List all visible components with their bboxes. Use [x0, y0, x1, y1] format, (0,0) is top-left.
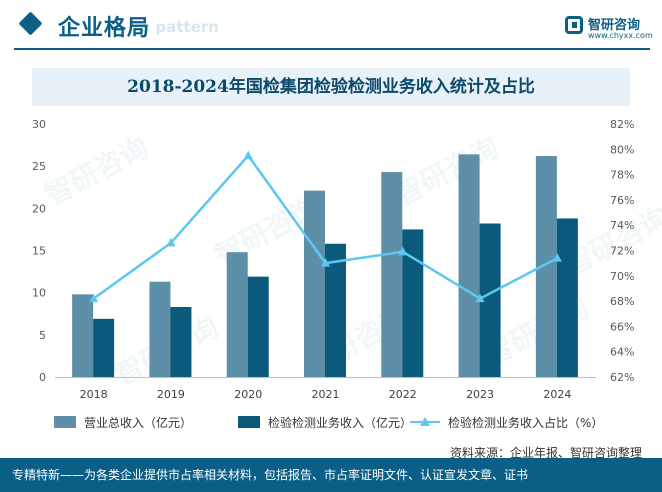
bar-testing — [170, 307, 192, 377]
y-left-tick-label: 20 — [32, 202, 46, 215]
y-right-tick-label: 64% — [610, 346, 634, 359]
combo-chart: 0 5 10 15 20 25 30 62% 64% 66% 68% 70% 72% 74% 76% 78% 8… — [32, 118, 634, 401]
x-tick-label: 2024 — [543, 388, 571, 401]
y-right-tick-label: 72% — [610, 245, 634, 258]
legend-line-ratio-icon — [410, 416, 440, 428]
chart-title-band: 2018-2024年国检集团检验检测业务收入统计及占比 — [32, 68, 630, 106]
point-ratio — [89, 293, 99, 303]
legend-swatch-testing — [238, 416, 260, 428]
y-right-tick-label: 82% — [610, 118, 634, 131]
page-header: e pattern 企业格局 智研咨询 www.chyxx.com — [0, 0, 662, 56]
y-right-tick-label: 76% — [610, 194, 634, 207]
y-left-tick-label: 30 — [32, 118, 46, 131]
y-right-tick-label: 62% — [610, 371, 634, 384]
bar-revenue — [458, 154, 480, 377]
y-left-tick-label: 10 — [32, 287, 46, 300]
brand-mark-icon — [565, 16, 583, 34]
x-tick-label: 2020 — [234, 388, 262, 401]
bar-testing — [93, 318, 115, 377]
bar-revenue — [381, 172, 403, 377]
bar-revenue — [535, 156, 557, 377]
point-ratio — [552, 253, 562, 262]
y-right-tick-label: 74% — [610, 219, 634, 232]
y-left-tick-label: 0 — [39, 371, 46, 384]
point-ratio — [243, 150, 253, 160]
legend-item-revenue: 营业总收入（亿元） — [54, 412, 192, 432]
y-left-tick-label: 5 — [39, 329, 46, 342]
x-tick-label: 2018 — [80, 388, 108, 401]
brand-name: 智研咨询 — [588, 18, 641, 33]
point-ratio — [475, 293, 485, 303]
legend-label-ratio: 检验检测业务收入占比（%） — [448, 415, 604, 430]
y-left-tick-label: 15 — [32, 245, 46, 258]
y-right-tick-label: 70% — [610, 270, 634, 283]
legend-item-ratio: 检验检测业务收入占比（%） — [410, 412, 603, 432]
x-tick-label: 2023 — [466, 388, 494, 401]
x-tick-label: 2022 — [389, 388, 417, 401]
y-right-tick-label: 66% — [610, 320, 634, 333]
source-note: 资料来源：企业年报、智研咨询整理 — [449, 446, 642, 460]
point-ratio — [398, 246, 408, 256]
x-tick-label: 2021 — [312, 388, 340, 401]
legend-label-revenue: 营业总收入（亿元） — [84, 415, 193, 430]
footer-text: 专精特新——为各类企业提供市占率相关材料，包括报告、市占率证明文件、认证宣发文章… — [12, 468, 529, 482]
footer-bar: 专精特新——为各类企业提供市占率相关材料，包括报告、市占率证明文件、认证宣发文章… — [0, 458, 662, 492]
bar-testing — [247, 276, 269, 377]
header-divider — [14, 48, 650, 50]
legend-item-testing: 检验检测业务收入（亿元） — [238, 412, 412, 432]
bar-revenue — [304, 190, 325, 377]
bar-revenue — [72, 294, 94, 377]
chart-title: 2018-2024年国检集团检验检测业务收入统计及占比 — [127, 77, 535, 97]
y-right-tick-label: 80% — [610, 143, 634, 156]
bar-testing — [402, 229, 424, 377]
point-ratio — [166, 237, 176, 247]
bar-testing — [479, 223, 501, 377]
page-title: 企业格局 — [58, 16, 151, 41]
point-ratio — [321, 258, 330, 267]
y-left-tick-label: 25 — [32, 160, 46, 173]
y-right-tick-label: 78% — [610, 169, 634, 182]
legend-label-testing: 检验检测业务收入（亿元） — [268, 415, 413, 430]
legend-swatch-revenue — [54, 416, 76, 428]
y-right-tick-label: 68% — [610, 295, 634, 308]
bar-testing — [556, 218, 578, 377]
bar-revenue — [149, 281, 171, 377]
header-background-word: e pattern — [140, 18, 219, 36]
brand-url: www.chyxx.com — [588, 31, 653, 40]
chart-legend: 营业总收入（亿元） 检验检测业务收入（亿元） 检验检测业务收入占比（%） — [0, 412, 662, 432]
x-tick-label: 2019 — [157, 388, 185, 401]
bar-testing — [325, 243, 346, 377]
bar-revenue — [226, 252, 248, 377]
